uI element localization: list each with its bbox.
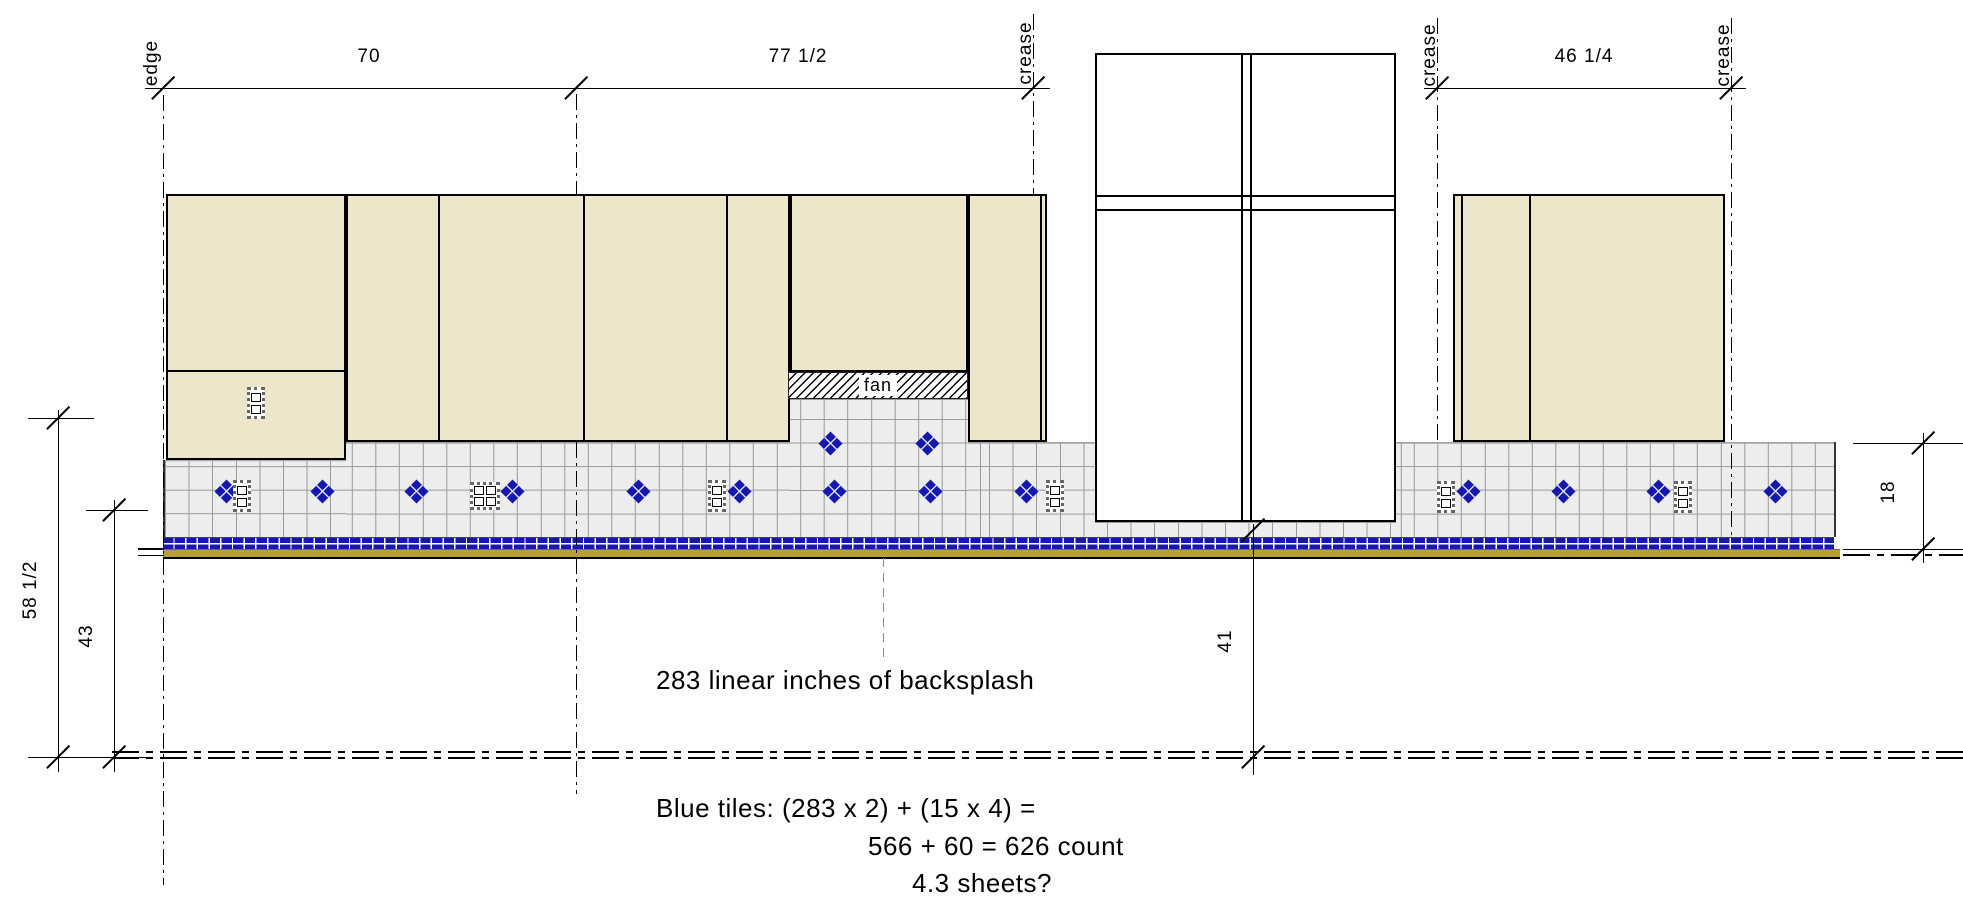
dim-value-46-quarter: 46 1/4 xyxy=(1554,46,1614,67)
counter-stub-left-1 xyxy=(138,548,164,550)
fridge-door-split-right xyxy=(1250,53,1252,522)
dim-value-77-half: 77 1/2 xyxy=(768,46,828,67)
dim-crossbar xyxy=(1853,442,1963,444)
dim-value-70: 70 xyxy=(357,46,381,67)
marker-edge: edge xyxy=(141,39,162,87)
marker-crease-c: crease xyxy=(1713,23,1734,87)
electrical-outlet-single xyxy=(708,480,726,512)
electrical-outlet-single xyxy=(1674,481,1692,513)
cabinet-upper-run-left xyxy=(346,194,790,442)
tile-field-range-tall xyxy=(790,399,968,537)
cabinet-divider xyxy=(583,196,585,440)
outlet-receptacle xyxy=(474,486,484,495)
outlet-receptacle xyxy=(1050,497,1060,507)
floor-line-upper xyxy=(112,751,1963,753)
outlet-receptacle xyxy=(237,497,247,507)
fridge-panel-line-lower xyxy=(1095,209,1396,211)
dim-line-41 xyxy=(1252,524,1254,775)
dim-crossbar xyxy=(86,756,148,758)
dim-line-43 xyxy=(113,500,115,772)
cabinet-divider xyxy=(726,196,728,440)
construction-line-edge xyxy=(162,95,164,885)
dim-line-18 xyxy=(1922,433,1924,563)
dim-crossbar xyxy=(28,756,94,758)
construction-line-70-end xyxy=(575,94,577,794)
range-fan-hood: fan xyxy=(788,372,968,399)
electrical-outlet-single xyxy=(233,480,251,512)
backsplash-note: 283 linear inches of backsplash xyxy=(656,665,1035,695)
electrical-outlet-single xyxy=(247,387,265,419)
dim-line-top-left xyxy=(145,87,1050,89)
range-centerline xyxy=(882,558,884,660)
electrical-outlet-single xyxy=(1046,480,1064,512)
counter-stub-right-2 xyxy=(1843,554,1963,556)
outlet-receptacle xyxy=(1678,498,1688,508)
cabinet-divider xyxy=(1461,196,1463,440)
construction-line-crease-c xyxy=(1730,18,1732,540)
fridge-panel-line-upper xyxy=(1095,195,1396,197)
electrical-outlet-double xyxy=(470,482,500,510)
outlet-receptacle xyxy=(251,404,261,414)
countertop xyxy=(163,549,1840,558)
dim-value-58half: 58 1/2 xyxy=(20,560,41,620)
tall-cabinet-fridge xyxy=(1095,53,1396,522)
cabinet-left-deep xyxy=(166,194,346,460)
outlet-receptacle xyxy=(1441,498,1451,508)
calc-line-1: Blue tiles: (283 x 2) + (15 x 4) = xyxy=(656,793,1036,823)
construction-line-crease-a xyxy=(1032,14,1034,194)
cabinet-divider xyxy=(1529,196,1531,440)
dim-value-43: 43 xyxy=(76,624,97,648)
cabinet-right-run xyxy=(1453,194,1725,442)
dim-crossbar xyxy=(86,509,148,511)
counter-stub-left-2 xyxy=(138,554,164,556)
dim-value-41: 41 xyxy=(1215,629,1236,653)
outlet-receptacle xyxy=(237,485,247,495)
dim-value-18: 18 xyxy=(1878,480,1899,504)
outlet-receptacle xyxy=(474,497,484,506)
calc-line-3: 4.3 sheets? xyxy=(912,868,1052,898)
blue-mosaic-liner-band xyxy=(163,537,1834,550)
outlet-receptacle xyxy=(486,497,496,506)
tile-strip-under-fridge xyxy=(1095,522,1396,537)
outlet-receptacle xyxy=(712,497,722,507)
cabinet-divider xyxy=(1040,196,1042,440)
electrical-outlet-single xyxy=(1437,481,1455,513)
cabinet-left-deep-split-line xyxy=(166,370,346,372)
fan-label: fan xyxy=(858,375,898,396)
outlet-receptacle xyxy=(1050,485,1060,495)
dim-crossbar xyxy=(28,417,94,419)
fridge-door-split-left xyxy=(1241,53,1243,522)
cabinet-above-range xyxy=(790,194,968,372)
outlet-receptacle xyxy=(712,485,722,495)
outlet-receptacle xyxy=(1678,486,1688,496)
cabinet-divider xyxy=(438,196,440,440)
dim-line-58half xyxy=(57,410,59,772)
outlet-receptacle xyxy=(486,486,496,495)
countertop-edge-line xyxy=(163,557,1840,559)
tile-field-right-run xyxy=(1396,442,1836,537)
marker-crease-a: crease xyxy=(1015,21,1036,85)
marker-crease-b: crease xyxy=(1419,23,1440,87)
calc-line-2: 566 + 60 = 626 count xyxy=(868,831,1124,861)
construction-line-crease-b xyxy=(1436,18,1438,443)
dim-line-top-right xyxy=(1424,87,1746,89)
outlet-receptacle xyxy=(1441,486,1451,496)
outlet-receptacle xyxy=(251,392,261,402)
cabinet-upper-run-right-end xyxy=(968,194,1047,442)
floor-line-lower xyxy=(112,757,1963,759)
dim-crossbar xyxy=(1853,548,1963,550)
